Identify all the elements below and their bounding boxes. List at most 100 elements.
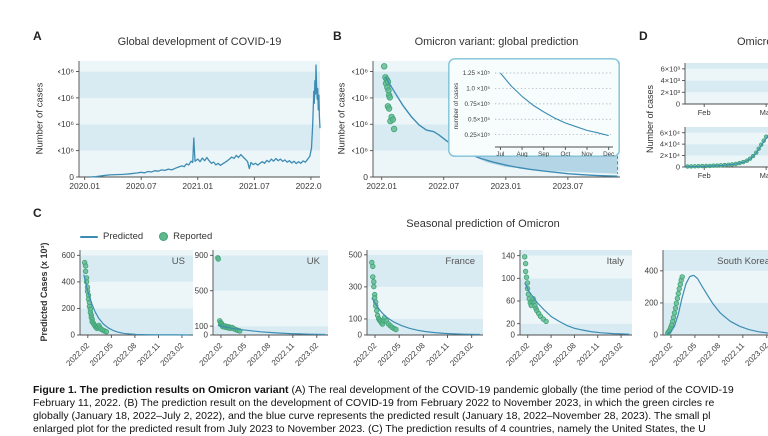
- reported-dot: [673, 300, 680, 306]
- svg-text:0: 0: [204, 331, 209, 340]
- svg-text:0.5×10⁵: 0.5×10⁵: [468, 116, 490, 123]
- svg-text:2022.11: 2022.11: [135, 341, 162, 368]
- predicted-line: [217, 324, 326, 336]
- svg-text:100: 100: [349, 315, 363, 324]
- svg-text:4×10⁴: 4×10⁴: [660, 140, 680, 149]
- svg-text:2022.05: 2022.05: [376, 341, 403, 368]
- panel-d-letter: D: [639, 29, 648, 43]
- svg-text:2020.01: 2020.01: [69, 181, 100, 191]
- plot-area: 0 2×10³ 4×10³ 6×10³ Feb Mar: [661, 63, 768, 117]
- svg-text:500: 500: [195, 286, 209, 295]
- svg-text:100: 100: [502, 274, 516, 283]
- reported-dot: [381, 63, 388, 70]
- svg-text:1×10⁶: 1×10⁶: [58, 146, 74, 156]
- svg-text:2022.11: 2022.11: [575, 341, 602, 368]
- svg-text:100: 100: [195, 322, 209, 331]
- chart-south-korea: 0 200 400 2022.022022.052022.082022.112023.…: [645, 250, 768, 368]
- svg-text:2023.02: 2023.02: [293, 341, 320, 368]
- svg-text:Feb: Feb: [698, 171, 711, 180]
- chart-italy: 0 20 60 100 140 2022.022022.052022.082022.112…: [502, 250, 632, 368]
- svg-text:Nov: Nov: [581, 151, 593, 157]
- caption-line-4: enlarged plot for the predicted result f…: [33, 423, 706, 435]
- inset-zoom-wedge: [472, 155, 618, 174]
- plot-area: 0 200 400 2022.022022.052022.082022.112023.…: [645, 250, 768, 368]
- svg-text:2×10⁶: 2×10⁶: [352, 119, 368, 129]
- caption-figure-label: Figure 1. The prediction results on Omic…: [33, 384, 289, 396]
- reported-dot: [543, 318, 549, 325]
- svg-text:2021.01: 2021.01: [182, 181, 213, 191]
- chart-d-bottom: 0 2×10⁴ 4×10⁴ 6×10⁴ Feb Mar: [660, 127, 768, 180]
- predicted-line: [89, 64, 321, 178]
- svg-text:1.0 ×10⁵: 1.0 ×10⁵: [466, 86, 490, 93]
- svg-text:2022.01: 2022.01: [296, 181, 322, 191]
- svg-text:0: 0: [676, 163, 680, 172]
- predicted-line: [371, 297, 481, 336]
- svg-text:6×10³: 6×10³: [661, 64, 681, 73]
- svg-text:Aug: Aug: [516, 151, 528, 157]
- reported-dot: [371, 283, 377, 290]
- panel-a-letter: A: [33, 29, 42, 43]
- svg-text:2022.02: 2022.02: [352, 341, 379, 368]
- predicted-line: [524, 282, 630, 335]
- reported-dot: [393, 326, 399, 333]
- svg-text:600: 600: [62, 251, 76, 260]
- svg-text:2022.08: 2022.08: [400, 341, 427, 368]
- reported-dot: [671, 310, 678, 316]
- reported-dot: [390, 125, 398, 133]
- svg-text:4×10⁶: 4×10⁶: [352, 66, 368, 76]
- predicted-line: [685, 134, 768, 168]
- figure-caption: Figure 1. The prediction results on Omic…: [33, 384, 768, 436]
- panel-c-legend: Predicted Reported: [80, 231, 212, 242]
- svg-text:2021.07: 2021.07: [239, 181, 270, 191]
- caption-line-1: Figure 1. The prediction results on Omic…: [33, 384, 768, 397]
- svg-text:2023.02: 2023.02: [448, 341, 475, 368]
- reported-dot: [675, 290, 681, 297]
- reported-dot: [522, 254, 528, 260]
- reported-dot-swatch-icon: [159, 232, 169, 241]
- svg-text:0: 0: [363, 172, 368, 182]
- reported-dot: [389, 116, 397, 123]
- plot-area: 02004006002022.022022.052022.082022.1120…: [62, 250, 193, 368]
- country-label: South Korea: [717, 256, 768, 267]
- svg-text:2020.07: 2020.07: [126, 181, 157, 191]
- svg-text:2023.07: 2023.07: [553, 181, 584, 191]
- svg-text:140: 140: [502, 251, 516, 260]
- svg-text:0.25×10⁵: 0.25×10⁵: [464, 132, 490, 139]
- svg-text:4×10³: 4×10³: [661, 76, 681, 85]
- svg-text:200: 200: [62, 304, 76, 313]
- svg-text:0: 0: [69, 172, 74, 182]
- predicted-line: [666, 274, 768, 335]
- svg-text:2×10⁶: 2×10⁶: [58, 119, 74, 129]
- reported-dot: [674, 295, 681, 302]
- reported-dot: [374, 307, 380, 314]
- reported-dot: [672, 305, 679, 311]
- inset-ylabel: number of cases: [453, 83, 460, 130]
- predicted-line: [499, 72, 609, 137]
- country-label: US: [172, 256, 185, 267]
- svg-text:Mar: Mar: [760, 171, 768, 180]
- svg-text:2022.02: 2022.02: [648, 341, 675, 368]
- reported-dot: [522, 260, 529, 267]
- svg-text:0: 0: [511, 331, 516, 340]
- svg-text:2022.08: 2022.08: [245, 341, 272, 368]
- reported-dot: [386, 94, 393, 101]
- reported-dot: [370, 274, 376, 280]
- predicted-line-swatch-icon: [80, 235, 98, 238]
- svg-text:Sep: Sep: [538, 151, 550, 157]
- svg-text:20: 20: [506, 319, 515, 328]
- svg-text:2022.05: 2022.05: [88, 341, 115, 368]
- panel-d-title: Omicron: [737, 36, 768, 48]
- caption-line-1-text: (A) The real development of the COVID-19…: [288, 384, 734, 396]
- svg-text:2023.01: 2023.01: [490, 181, 521, 191]
- svg-text:900: 900: [195, 251, 209, 260]
- svg-text:0: 0: [71, 331, 76, 340]
- svg-text:Jul: Jul: [496, 151, 504, 157]
- reported-dot: [522, 268, 529, 275]
- predicted-line: [384, 76, 618, 177]
- svg-text:2022.08: 2022.08: [551, 341, 578, 368]
- svg-text:2023.02: 2023.02: [598, 341, 625, 368]
- svg-text:2022.05: 2022.05: [222, 341, 249, 368]
- svg-text:3×10⁶: 3×10⁶: [352, 93, 368, 103]
